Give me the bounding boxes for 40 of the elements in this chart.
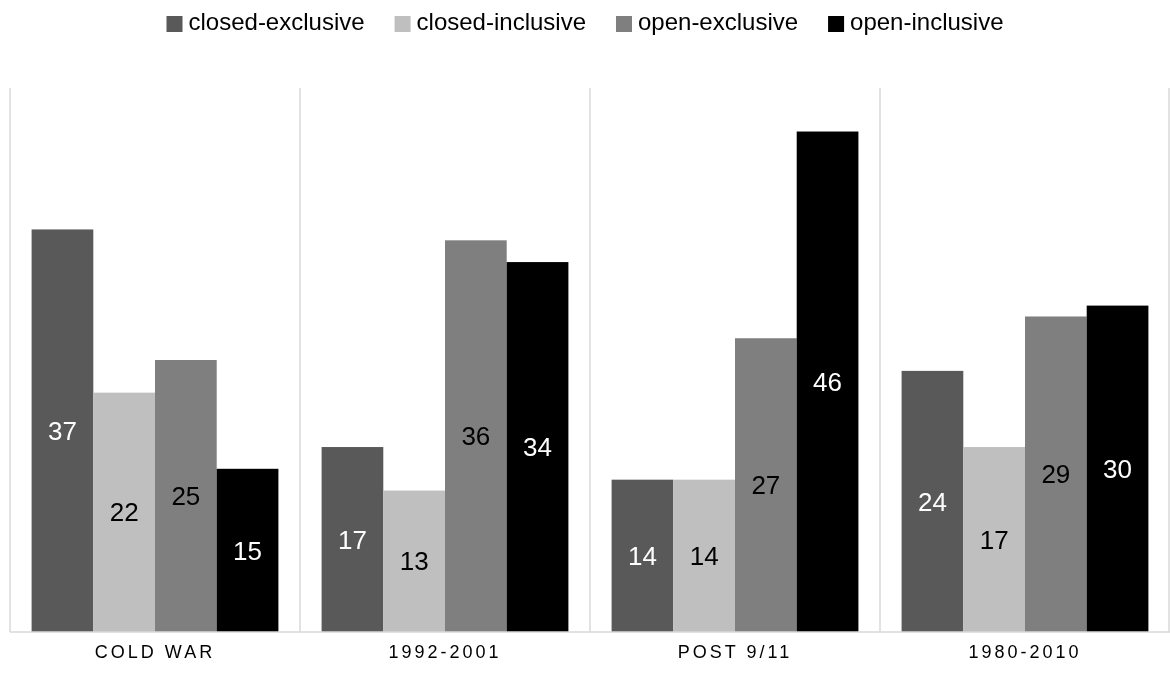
data-label: 14: [689, 540, 719, 571]
data-label: 22: [109, 497, 139, 528]
bar: [735, 338, 797, 632]
bar: [445, 240, 507, 632]
data-label: 37: [47, 415, 77, 446]
data-label: 13: [399, 546, 429, 577]
bar: [901, 370, 964, 632]
bar: [673, 479, 735, 632]
bar: [321, 447, 384, 632]
data-label: 29: [1041, 459, 1071, 490]
data-label: 27: [751, 470, 781, 501]
data-label: 30: [1103, 453, 1133, 484]
legend-label: open-inclusive: [850, 8, 1004, 35]
data-label: 17: [979, 524, 1009, 555]
data-label: 15: [233, 535, 263, 566]
legend-label: closed-inclusive: [416, 8, 586, 35]
legend-label: closed-exclusive: [188, 8, 365, 35]
bar: [1086, 305, 1149, 632]
bar: [796, 131, 859, 632]
x-tick-label: COLD WAR: [94, 642, 216, 662]
bar: [1025, 316, 1087, 632]
x-tick-label: 1992-2001: [388, 642, 502, 662]
data-label: 46: [813, 366, 843, 397]
bar: [31, 229, 94, 632]
data-label: 14: [627, 540, 657, 571]
bar: [155, 360, 217, 632]
data-label: 34: [523, 432, 553, 463]
legend-label: open-exclusive: [637, 8, 799, 35]
x-tick-label: 1980-2010: [968, 642, 1082, 662]
bar: [216, 468, 279, 632]
bar: [93, 392, 155, 632]
bar: [611, 479, 674, 632]
data-label: 25: [171, 481, 201, 512]
data-label: 36: [461, 421, 491, 452]
bar: [383, 490, 445, 632]
data-label: 17: [337, 524, 367, 555]
bar: [963, 447, 1025, 632]
data-label: 24: [917, 486, 947, 517]
x-tick-label: POST 9/11: [677, 642, 793, 662]
bar: [506, 262, 569, 632]
